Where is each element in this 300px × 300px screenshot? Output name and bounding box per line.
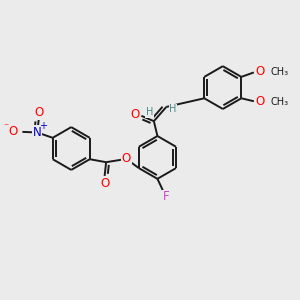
Text: +: +	[39, 121, 47, 131]
Text: CH₃: CH₃	[270, 67, 288, 77]
Text: O: O	[9, 125, 18, 138]
Text: O: O	[34, 106, 44, 119]
Text: O: O	[255, 65, 264, 78]
Text: F: F	[162, 190, 169, 203]
Text: H: H	[169, 104, 177, 114]
Text: ⁻: ⁻	[4, 122, 9, 132]
Text: O: O	[122, 152, 131, 165]
Text: O: O	[255, 95, 264, 108]
Text: H: H	[146, 107, 153, 117]
Text: O: O	[130, 108, 140, 122]
Text: O: O	[100, 177, 109, 190]
Text: N: N	[33, 126, 42, 139]
Text: CH₃: CH₃	[270, 97, 288, 107]
